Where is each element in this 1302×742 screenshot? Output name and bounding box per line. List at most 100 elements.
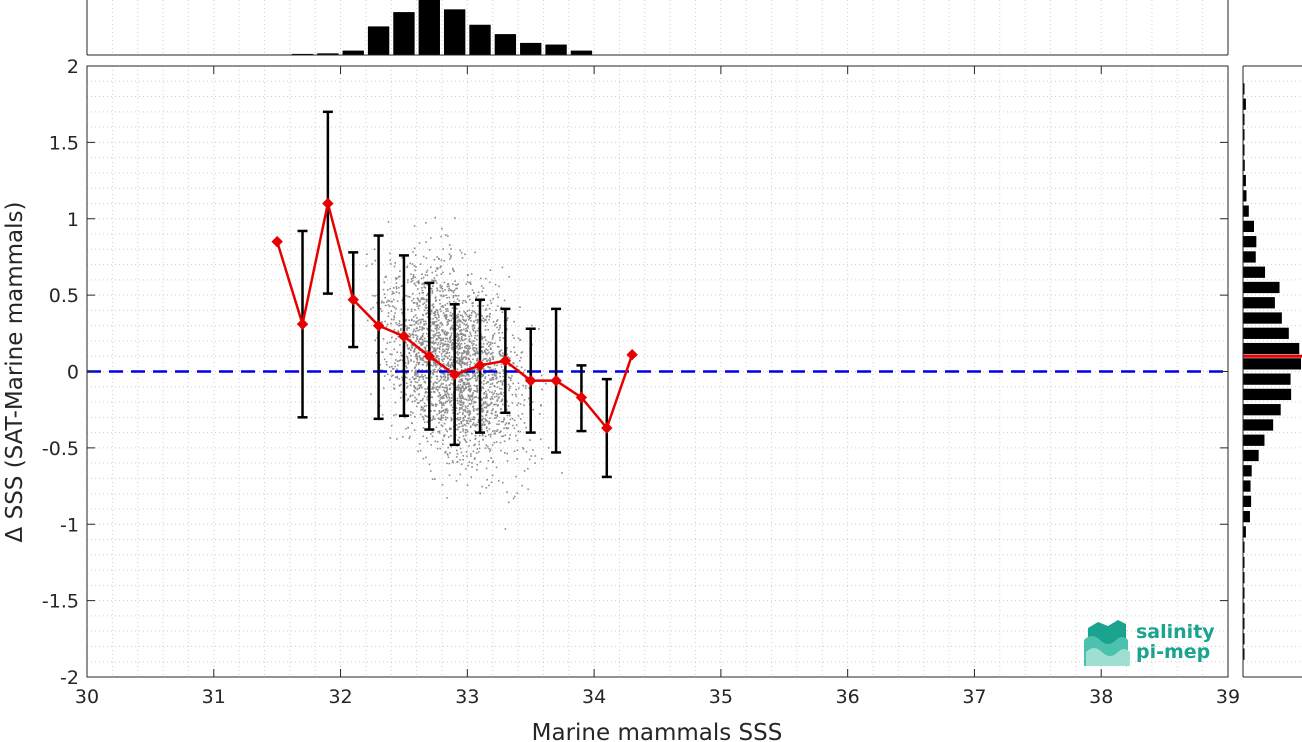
scatter-point bbox=[467, 389, 470, 391]
scatter-point bbox=[433, 312, 436, 314]
scatter-point bbox=[441, 386, 444, 389]
scatter-point bbox=[442, 306, 445, 308]
scatter-point bbox=[459, 389, 462, 391]
scatter-point bbox=[463, 401, 465, 404]
scatter-point bbox=[401, 284, 404, 287]
scatter-point bbox=[387, 315, 390, 318]
scatter-point bbox=[465, 347, 468, 349]
scatter-point bbox=[491, 391, 493, 394]
scatter-point bbox=[384, 304, 387, 307]
scatter-point bbox=[420, 336, 422, 339]
scatter-point bbox=[407, 427, 409, 429]
scatter-point bbox=[496, 319, 499, 321]
scatter-point bbox=[456, 418, 459, 421]
scatter-point bbox=[394, 401, 397, 404]
scatter-point bbox=[452, 294, 455, 297]
scatter-point bbox=[484, 358, 486, 360]
scatter-point bbox=[385, 348, 388, 350]
right-hist-bar bbox=[1243, 358, 1301, 370]
scatter-point bbox=[460, 451, 463, 454]
scatter-point bbox=[503, 452, 506, 454]
scatter-point bbox=[496, 405, 499, 407]
scatter-point bbox=[410, 308, 413, 311]
scatter-point bbox=[498, 350, 501, 353]
scatter-point bbox=[464, 398, 466, 401]
scatter-point bbox=[464, 342, 466, 345]
mean-markers bbox=[271, 197, 638, 434]
scatter-point bbox=[398, 359, 401, 362]
scatter-point bbox=[495, 403, 497, 406]
scatter-point bbox=[443, 372, 445, 375]
scatter-point bbox=[459, 473, 462, 476]
scatter-point bbox=[461, 353, 464, 356]
scatter-point bbox=[391, 293, 394, 295]
scatter-point bbox=[406, 329, 408, 331]
scatter-point bbox=[449, 375, 452, 378]
scatter-point bbox=[458, 422, 460, 425]
scatter-point bbox=[461, 302, 464, 304]
scatter-point bbox=[414, 269, 416, 272]
scatter-point bbox=[465, 313, 468, 316]
scatter-point bbox=[445, 390, 448, 393]
scatter-point bbox=[388, 300, 391, 302]
scatter-point bbox=[438, 386, 440, 388]
scatter-point bbox=[460, 389, 462, 392]
scatter-point bbox=[448, 301, 451, 303]
scatter-point bbox=[482, 287, 485, 289]
scatter-point bbox=[472, 416, 475, 418]
scatter-point bbox=[431, 402, 433, 405]
scatter-point bbox=[433, 347, 436, 349]
scatter-point bbox=[517, 402, 520, 404]
scatter-point bbox=[441, 348, 444, 351]
scatter-point bbox=[407, 362, 409, 365]
top-hist-bar bbox=[545, 44, 567, 55]
scatter-point bbox=[484, 349, 486, 352]
scatter-point bbox=[499, 336, 501, 339]
scatter-point bbox=[432, 391, 435, 393]
scatter-point bbox=[502, 370, 505, 372]
scatter-point bbox=[399, 270, 401, 272]
scatter-point bbox=[471, 423, 474, 426]
scatter-point bbox=[440, 352, 443, 355]
scatter-point bbox=[425, 390, 427, 393]
scatter-point bbox=[494, 375, 497, 377]
scatter-point bbox=[457, 316, 460, 318]
scatter-point bbox=[411, 376, 414, 378]
scatter-point bbox=[433, 321, 435, 323]
scatter-point bbox=[496, 415, 499, 417]
scatter-point bbox=[417, 361, 419, 364]
scatter-point bbox=[520, 351, 523, 354]
scatter-point bbox=[473, 401, 476, 404]
scatter-point bbox=[489, 353, 492, 355]
scatter-point bbox=[487, 374, 490, 377]
scatter-point bbox=[522, 371, 525, 374]
scatter-point bbox=[486, 405, 489, 407]
scatter-point bbox=[458, 299, 461, 302]
scatter-point bbox=[470, 453, 472, 455]
scatter-point bbox=[445, 332, 448, 335]
scatter-point bbox=[461, 425, 464, 428]
scatter-point bbox=[523, 404, 525, 407]
scatter-point bbox=[479, 492, 481, 495]
scatter-point bbox=[442, 376, 445, 378]
scatter-point bbox=[450, 397, 453, 400]
right-hist-bar bbox=[1243, 572, 1245, 584]
scatter-point bbox=[442, 383, 444, 385]
scatter-point bbox=[404, 376, 407, 378]
scatter-point bbox=[415, 364, 418, 366]
scatter-point bbox=[424, 346, 427, 349]
scatter-point bbox=[472, 392, 474, 394]
scatter-point bbox=[499, 412, 502, 414]
scatter-point bbox=[477, 352, 479, 355]
scatter-point bbox=[443, 281, 446, 284]
scatter-point bbox=[509, 434, 512, 436]
scatter-point bbox=[444, 333, 446, 336]
scatter-point bbox=[443, 354, 446, 357]
scatter-point bbox=[413, 367, 416, 369]
scatter-point bbox=[449, 388, 451, 391]
scatter-point bbox=[459, 344, 461, 346]
scatter-point bbox=[485, 397, 488, 399]
scatter-point bbox=[456, 333, 458, 336]
scatter-point bbox=[461, 321, 464, 324]
scatter-point bbox=[417, 305, 419, 308]
